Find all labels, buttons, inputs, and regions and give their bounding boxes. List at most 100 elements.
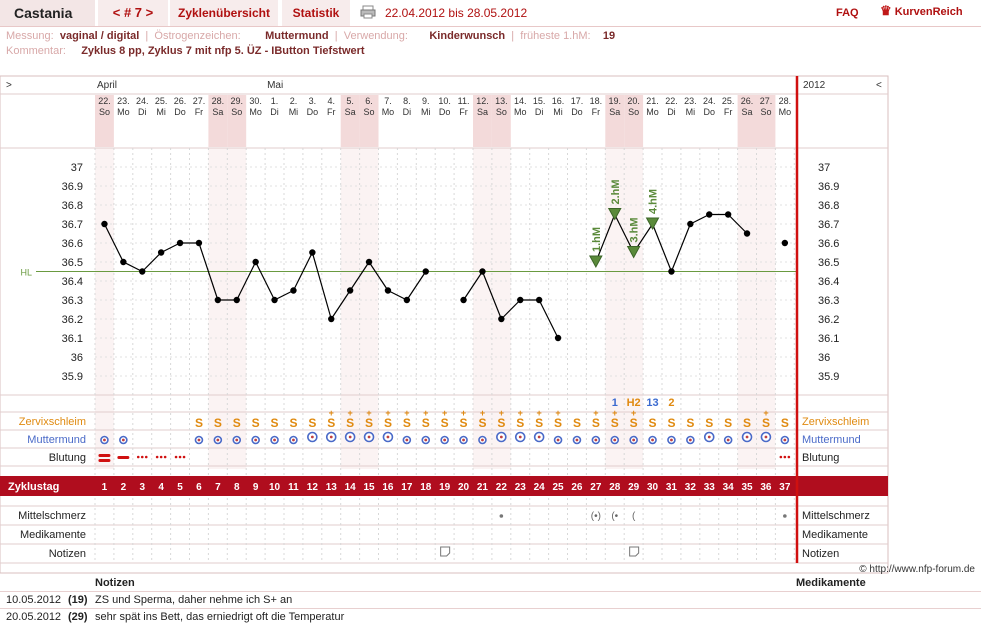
mucus-mark: S bbox=[630, 416, 638, 430]
date-label: 3. bbox=[309, 96, 317, 106]
note-icon[interactable] bbox=[440, 546, 451, 557]
weekday-label: Fr bbox=[459, 107, 468, 117]
year-label: 2012 bbox=[803, 80, 826, 91]
mucus-mark: S bbox=[592, 416, 600, 430]
cycle-day-number: 26 bbox=[571, 482, 583, 493]
weekend-shade bbox=[227, 95, 247, 147]
faq-link[interactable]: FAQ bbox=[836, 7, 859, 19]
mucus-mark: S bbox=[233, 416, 241, 430]
row-label-zervix: Zervixschleim bbox=[802, 416, 869, 428]
cycle-day-number: 28 bbox=[609, 482, 621, 493]
weekday-label: Sa bbox=[742, 107, 753, 117]
date-label: 25. bbox=[722, 96, 735, 106]
weekend-shade bbox=[756, 95, 776, 147]
mucus-mark: S bbox=[308, 416, 316, 430]
weekday-label: Mi bbox=[156, 107, 166, 117]
cycle-navigation[interactable]: < # 7 > bbox=[98, 0, 168, 26]
bleeding-medium bbox=[117, 456, 130, 459]
note-icon[interactable] bbox=[629, 546, 640, 557]
oestrogen-label: Östrogenzeichen: bbox=[154, 30, 241, 42]
temperature-point bbox=[706, 211, 713, 218]
temperature-segment bbox=[595, 214, 616, 263]
temperature-segment bbox=[141, 252, 162, 272]
temperature-point bbox=[365, 258, 373, 266]
date-label: 26. bbox=[741, 96, 754, 106]
y-tick-label: 36.4 bbox=[818, 276, 839, 288]
weekday-label: Sa bbox=[212, 107, 223, 117]
weekend-shade bbox=[756, 148, 776, 469]
temperature-segment bbox=[651, 223, 673, 272]
bleeding-light bbox=[787, 455, 791, 459]
mittelschmerz-mark bbox=[499, 514, 504, 518]
weekday-label: Do bbox=[571, 107, 583, 117]
row-label-muttermund: Muttermund bbox=[27, 434, 86, 446]
temperature-point bbox=[403, 296, 411, 304]
y-tick-label: 36.5 bbox=[62, 257, 83, 269]
temperature-point bbox=[554, 334, 562, 342]
cycle-day-number: 36 bbox=[760, 482, 772, 493]
date-label: 26. bbox=[174, 96, 187, 106]
brand-name: KurvenReich bbox=[894, 6, 963, 18]
mucus-mark: S bbox=[781, 416, 789, 430]
scroll-left-arrow[interactable]: > bbox=[6, 80, 12, 91]
mucus-plus-mark: + bbox=[612, 408, 617, 418]
temperature-point bbox=[214, 296, 222, 304]
temperature-point bbox=[498, 315, 505, 323]
y-tick-label: 36.7 bbox=[818, 219, 839, 231]
month-label: April bbox=[97, 80, 117, 91]
mucus-mark: S bbox=[271, 416, 279, 430]
date-label: 17. bbox=[571, 96, 584, 106]
bleeding-strong bbox=[98, 454, 111, 457]
cycle-day-title: Zyklustag bbox=[8, 481, 59, 493]
higher-measurement-label: 4.hM bbox=[648, 189, 660, 214]
weekday-label: So bbox=[496, 107, 507, 117]
print-icon[interactable] bbox=[360, 5, 376, 19]
note-text: ZS und Sperma, daher nehme ich S+ an bbox=[95, 594, 293, 606]
weekday-label: Fr bbox=[327, 107, 336, 117]
cervix-dot bbox=[103, 438, 106, 442]
weekday-label: So bbox=[99, 107, 110, 117]
notes-title: Notizen bbox=[95, 577, 135, 589]
brand-logo[interactable]: ♛ KurvenReich bbox=[880, 3, 963, 19]
temperature-segment bbox=[103, 223, 124, 263]
temperature-segment bbox=[500, 299, 521, 320]
date-label: 22. bbox=[665, 96, 678, 106]
tab-cycle-overview[interactable]: Zyklenübersicht bbox=[170, 0, 278, 26]
mucus-mark: S bbox=[441, 416, 449, 430]
cycle-day-number: 13 bbox=[326, 482, 338, 493]
date-label: 7. bbox=[384, 96, 392, 106]
cervix-count: 2 bbox=[668, 397, 674, 409]
cervix-dot bbox=[537, 435, 541, 439]
y-tick-label: 35.9 bbox=[62, 371, 83, 383]
y-tick-label: 36.1 bbox=[818, 333, 839, 345]
higher-measurement-marker bbox=[645, 217, 660, 231]
scroll-right-arrow[interactable]: < bbox=[876, 80, 882, 91]
hm-value: 19 bbox=[602, 30, 616, 42]
weekend-shade bbox=[208, 148, 228, 469]
mucus-mark: S bbox=[365, 416, 373, 430]
y-tick-label: 36.3 bbox=[62, 295, 83, 307]
row-label-blutung: Blutung bbox=[802, 452, 839, 464]
mucus-plus-mark: + bbox=[593, 408, 598, 418]
hm-label: früheste 1.hM: bbox=[520, 30, 591, 42]
mucus-mark: S bbox=[327, 416, 335, 430]
cervix-dot bbox=[481, 438, 484, 442]
mucus-mark: S bbox=[289, 416, 297, 430]
mucus-mark: S bbox=[195, 416, 203, 430]
date-label: 5. bbox=[346, 96, 354, 106]
bleeding-light bbox=[779, 455, 783, 459]
weekday-label: Sa bbox=[477, 107, 488, 117]
weekend-shade bbox=[340, 95, 360, 147]
weekday-label: Mi bbox=[421, 107, 431, 117]
row-label-blutung: Blutung bbox=[49, 452, 86, 464]
tab-statistics[interactable]: Statistik bbox=[282, 0, 350, 26]
bleeding-light bbox=[163, 455, 167, 459]
cycle-day-number: 17 bbox=[401, 482, 413, 493]
temperature-point bbox=[328, 315, 335, 323]
cycle-day-number: 5 bbox=[177, 482, 183, 493]
weekday-label: Di bbox=[138, 107, 147, 117]
note-date: 20.05.2012 bbox=[6, 611, 62, 623]
date-label: 18. bbox=[590, 96, 603, 106]
cycle-day-number: 16 bbox=[382, 482, 394, 493]
cervix-dot bbox=[726, 438, 730, 442]
